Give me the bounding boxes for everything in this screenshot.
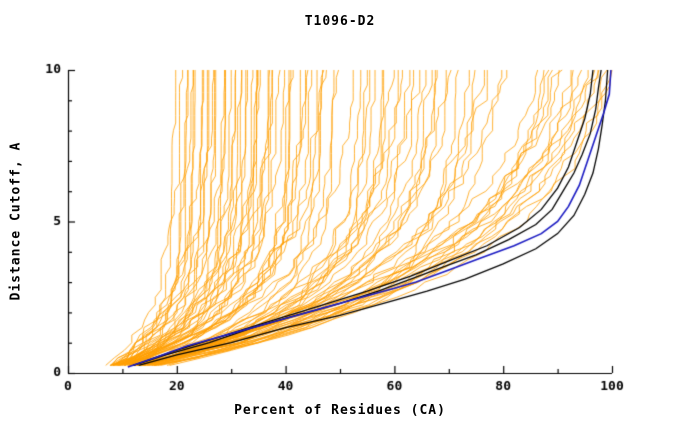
chart-title: T1096-D2: [304, 14, 376, 29]
x-axis-label: Percent of Residues (CA): [234, 403, 446, 418]
y-axis-label: Distance Cutoff, A: [8, 141, 24, 301]
